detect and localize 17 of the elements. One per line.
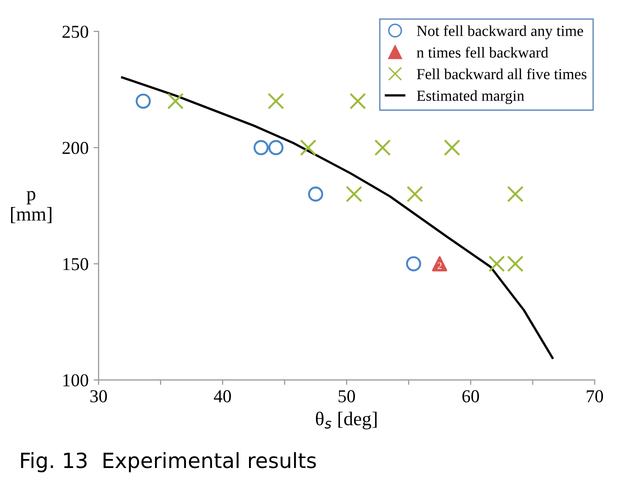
x-tick-label: 50: [338, 390, 355, 402]
x-axis-title: θ$_{s}$ [deg]: [316, 412, 377, 430]
legend-label: Estimated margin: [416, 90, 524, 104]
x-tick-label: 60: [462, 390, 479, 402]
y-axis-title: p [mm]: [11, 191, 52, 224]
x-tick-label: 30: [90, 390, 107, 402]
x-tick-label: 70: [586, 390, 603, 402]
y-tick-label: 200: [62, 142, 88, 154]
y-tick-label: 250: [62, 26, 88, 38]
legend-label: Fell backward all five times: [416, 68, 586, 80]
y-tick-label: 150: [63, 258, 88, 270]
legend-label: n times fell backward: [416, 46, 548, 58]
y-tick-label: 100: [63, 374, 88, 386]
annotation: 2: [438, 262, 442, 269]
legend-label: Not fell backward any time: [416, 25, 584, 40]
caption: Fig. 13 Experimental results: [21, 452, 316, 472]
x-tick-label: 40: [214, 390, 231, 402]
